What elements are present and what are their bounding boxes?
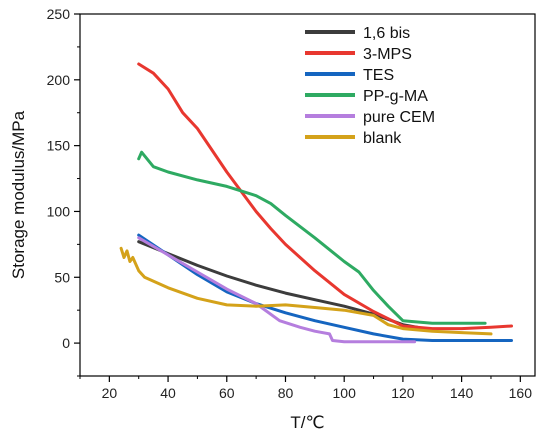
series-line-pure-cem	[137, 236, 417, 344]
legend-label: TES	[363, 67, 394, 84]
y-tick-label: 100	[47, 203, 71, 219]
x-tick-label: 160	[509, 385, 533, 401]
legend-label: blank	[363, 130, 402, 147]
series-layer	[119, 62, 513, 344]
series-line-3-mps	[137, 62, 513, 331]
y-tick-label: 0	[62, 335, 70, 351]
x-tick-label: 60	[219, 385, 235, 401]
series-line-blank	[119, 246, 493, 336]
legend-label: PP-g-MA	[363, 88, 428, 105]
legend-label: 3-MPS	[363, 46, 412, 63]
y-tick-label: 250	[47, 6, 71, 22]
x-tick-label: 120	[391, 385, 415, 401]
plot-frame	[79, 13, 536, 377]
x-tick-label: 20	[102, 385, 118, 401]
series-line-pp-g-ma	[137, 150, 487, 325]
series-line-tes	[137, 233, 513, 342]
legend-label: pure CEM	[363, 109, 435, 126]
x-tick-label: 40	[160, 385, 176, 401]
legend: 1,6 bis 3-MPS TES PP-g-MA pure CEM blank	[305, 25, 435, 147]
x-tick-label: 140	[450, 385, 474, 401]
y-tick-label: 50	[54, 269, 70, 285]
legend-label: 1,6 bis	[363, 25, 410, 42]
series-line-1-6-bis	[137, 240, 420, 329]
plot-border	[79, 13, 536, 377]
y-tick-label: 150	[47, 138, 71, 154]
y-tick-label: 200	[47, 72, 71, 88]
x-axis-ticks: 20 40 60 80 100 120 140 160	[79, 376, 533, 401]
x-axis-title: T/℃	[290, 413, 324, 432]
x-tick-label: 80	[278, 385, 294, 401]
y-axis-ticks: 0 50 100 150 200 250	[47, 6, 80, 377]
x-tick-label: 100	[333, 385, 357, 401]
y-axis-title: Storage modulus/MPa	[9, 110, 28, 279]
